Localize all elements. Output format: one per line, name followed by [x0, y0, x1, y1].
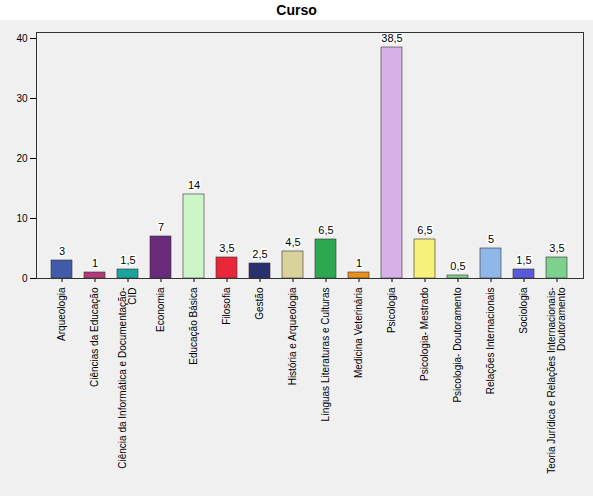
svg-text:Economia: Economia: [155, 287, 166, 332]
svg-text:Psicologia: Psicologia: [386, 287, 397, 333]
svg-text:0: 0: [22, 273, 28, 284]
svg-text:Teoria Jurídica e Relações Int: Teoria Jurídica e Relações Internacionai…: [546, 287, 567, 474]
svg-text:30: 30: [16, 93, 28, 104]
svg-text:Arqueologia: Arqueologia: [56, 287, 67, 341]
svg-text:1: 1: [356, 257, 362, 269]
svg-text:1,5: 1,5: [120, 254, 135, 266]
svg-text:Ciências da Educação: Ciências da Educação: [89, 287, 100, 387]
svg-text:Filosofia: Filosofia: [221, 287, 232, 325]
svg-text:6,5: 6,5: [318, 224, 333, 236]
svg-text:4,5: 4,5: [285, 236, 300, 248]
svg-text:38,5: 38,5: [381, 32, 402, 44]
svg-text:0,5: 0,5: [450, 260, 465, 272]
svg-text:3,5: 3,5: [549, 242, 564, 254]
svg-text:10: 10: [16, 213, 28, 224]
svg-text:7: 7: [158, 221, 164, 233]
svg-text:Psicologia- Doutoramento: Psicologia- Doutoramento: [452, 287, 463, 402]
svg-text:3: 3: [59, 245, 65, 257]
svg-text:14: 14: [188, 179, 200, 191]
svg-text:Ciência da Informática e Docum: Ciência da Informática e Documentação-CI…: [117, 288, 138, 469]
svg-text:Línguas Literaturas e Culturas: Línguas Literaturas e Culturas: [320, 288, 331, 422]
svg-text:6,5: 6,5: [417, 224, 432, 236]
svg-text:3,5: 3,5: [219, 242, 234, 254]
svg-text:Gestão: Gestão: [254, 287, 265, 320]
svg-text:5: 5: [488, 233, 494, 245]
svg-text:Educação Básica: Educação Básica: [188, 287, 199, 365]
svg-text:Relações Internacionais: Relações Internacionais: [485, 288, 496, 395]
svg-text:1: 1: [92, 257, 98, 269]
svg-text:Medicina Veterinária: Medicina Veterinária: [353, 287, 364, 378]
svg-text:História e Arqueologia: História e Arqueologia: [287, 287, 298, 385]
html-text:Curso: Curso: [276, 2, 317, 18]
svg-text:20: 20: [16, 153, 28, 164]
svg-text:40: 40: [16, 33, 28, 44]
svg-text:1,5: 1,5: [516, 254, 531, 266]
svg-text:Psicologia- Mestrado: Psicologia- Mestrado: [419, 287, 430, 381]
svg-text:Sociologia: Sociologia: [518, 287, 529, 334]
svg-text:2,5: 2,5: [252, 248, 267, 260]
